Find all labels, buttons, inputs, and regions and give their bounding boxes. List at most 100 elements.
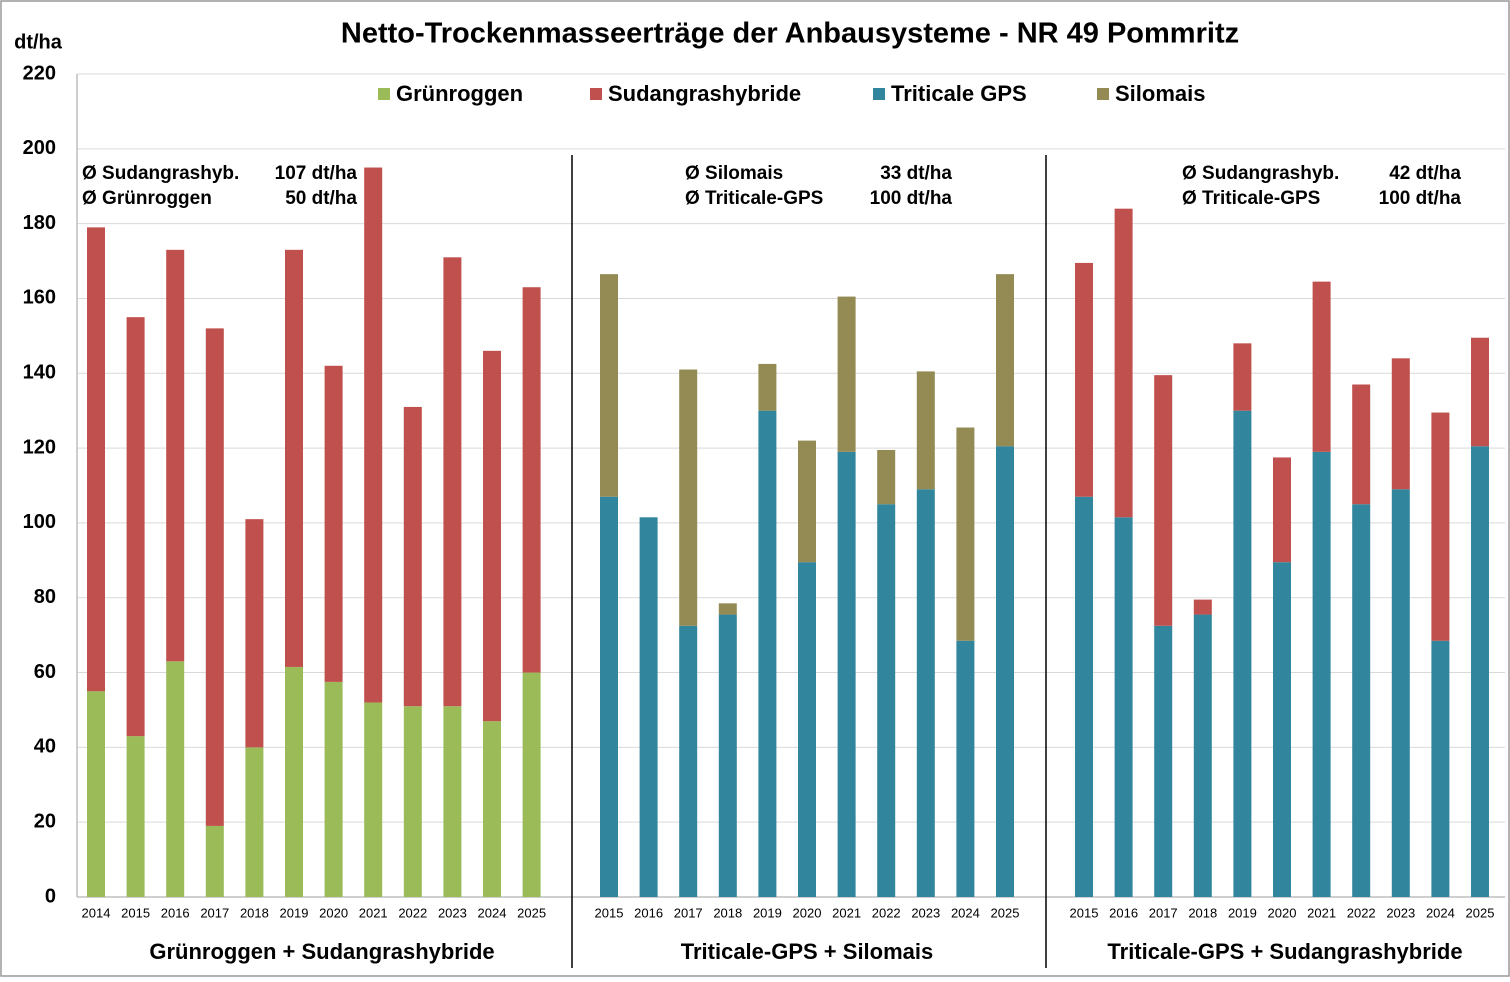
bar-segment: [1075, 262, 1093, 497]
bar-segment: [1233, 343, 1252, 411]
bar-segment: [1193, 599, 1212, 615]
legend-label: Grünroggen: [396, 81, 523, 106]
bar-segment: [600, 274, 618, 497]
bar-segment: [205, 825, 224, 897]
bar-segment: [996, 446, 1014, 897]
bar-segment: [522, 287, 541, 673]
bar-segment: [679, 369, 698, 626]
bar-segment: [483, 350, 501, 722]
bar-segment: [1312, 451, 1331, 897]
y-tick-label: 100: [23, 511, 56, 533]
x-tick-label: 2019: [280, 905, 309, 920]
annotation-value: 33 dt/ha: [880, 163, 952, 184]
y-tick-label: 200: [23, 137, 56, 159]
x-tick-label: 2021: [1307, 905, 1336, 920]
bar-segment: [205, 328, 224, 826]
bar-segment: [877, 449, 896, 505]
annotation-value: 50 dt/ha: [285, 188, 357, 209]
y-tick-label: 160: [23, 287, 56, 309]
bar-segment: [1193, 614, 1212, 897]
annotation-value: 100 dt/ha: [870, 188, 953, 209]
bar-segment: [1312, 281, 1331, 452]
y-tick-label: 180: [23, 212, 56, 234]
bar-segment: [364, 167, 383, 703]
bar-segment: [324, 681, 343, 897]
bar-segment: [1352, 384, 1371, 505]
bar-segment: [679, 625, 698, 897]
annotation-value: 100 dt/ha: [1379, 188, 1462, 209]
bar-segment: [324, 365, 343, 682]
bar-segment: [522, 672, 541, 897]
bar-segment: [1154, 375, 1173, 626]
legend-label: Sudangrashybride: [608, 81, 801, 106]
annotation-label: Ø Grünroggen: [82, 188, 212, 209]
x-tick-label: 2016: [1109, 905, 1138, 920]
legend-swatch: [590, 88, 602, 100]
x-tick-label: 2025: [1466, 905, 1495, 920]
x-tick-label: 2015: [1070, 905, 1099, 920]
x-tick-label: 2024: [1426, 905, 1455, 920]
annotation-label: Ø Triticale-GPS: [685, 188, 823, 209]
x-tick-label: 2016: [161, 905, 190, 920]
bar-segment: [798, 562, 816, 897]
y-axis-unit: dt/ha: [14, 31, 63, 53]
bar-segment: [600, 496, 618, 897]
bar-segment: [166, 661, 185, 897]
y-tick-label: 0: [45, 885, 56, 907]
x-tick-label: 2018: [1188, 905, 1217, 920]
x-tick-label: 2018: [713, 905, 742, 920]
legend-swatch: [1097, 88, 1109, 100]
bar-segment: [837, 451, 856, 897]
bar-segment: [1075, 496, 1093, 897]
bar-segment: [126, 317, 145, 737]
bar-segment: [1431, 412, 1450, 641]
bar-segment: [285, 249, 303, 667]
bar-segment: [443, 257, 462, 707]
bar-segment: [403, 706, 422, 897]
chart-title: Netto-Trockenmasseerträge der Anbausyste…: [341, 18, 1239, 50]
bar-segment: [916, 489, 935, 897]
x-tick-label: 2020: [319, 905, 348, 920]
legend-swatch: [378, 88, 390, 100]
y-tick-label: 220: [23, 62, 56, 84]
x-tick-label: 2015: [595, 905, 624, 920]
x-tick-label: 2019: [753, 905, 782, 920]
legend-label: Silomais: [1115, 81, 1205, 106]
annotation-value: 42 dt/ha: [1389, 163, 1461, 184]
annotation-label: Ø Sudangrashyb.: [82, 163, 239, 184]
x-tick-label: 2019: [1228, 905, 1257, 920]
x-tick-label: 2020: [1268, 905, 1297, 920]
x-tick-label: 2022: [872, 905, 901, 920]
bar-segment: [718, 603, 737, 615]
bar-segment: [285, 666, 303, 897]
bar-segment: [1154, 625, 1173, 897]
bar-segment: [166, 249, 185, 662]
bar-segment: [126, 736, 145, 897]
bar-segment: [364, 702, 383, 897]
bar-segment: [87, 227, 105, 692]
legend-label: Triticale GPS: [891, 81, 1027, 106]
x-tick-label: 2018: [240, 905, 269, 920]
x-tick-label: 2017: [674, 905, 703, 920]
x-tick-label: 2024: [478, 905, 507, 920]
x-tick-label: 2016: [634, 905, 663, 920]
bar-segment: [916, 371, 935, 490]
y-tick-label: 60: [34, 661, 56, 683]
bar-segment: [1471, 446, 1489, 897]
bar-segment: [1471, 337, 1489, 447]
bar-segment: [483, 721, 501, 897]
x-tick-label: 2023: [438, 905, 467, 920]
x-tick-label: 2025: [991, 905, 1020, 920]
annotation-label: Ø Triticale-GPS: [1182, 188, 1320, 209]
x-tick-label: 2024: [951, 905, 980, 920]
y-tick-label: 80: [34, 586, 56, 608]
x-tick-label: 2023: [1386, 905, 1415, 920]
x-tick-label: 2022: [398, 905, 427, 920]
bar-segment: [245, 519, 264, 748]
x-tick-label: 2017: [200, 905, 229, 920]
x-tick-label: 2021: [359, 905, 388, 920]
bar-segment: [245, 747, 264, 897]
group-label: Triticale-GPS + Sudangrashybride: [1107, 939, 1462, 964]
bar-segment: [877, 504, 896, 897]
